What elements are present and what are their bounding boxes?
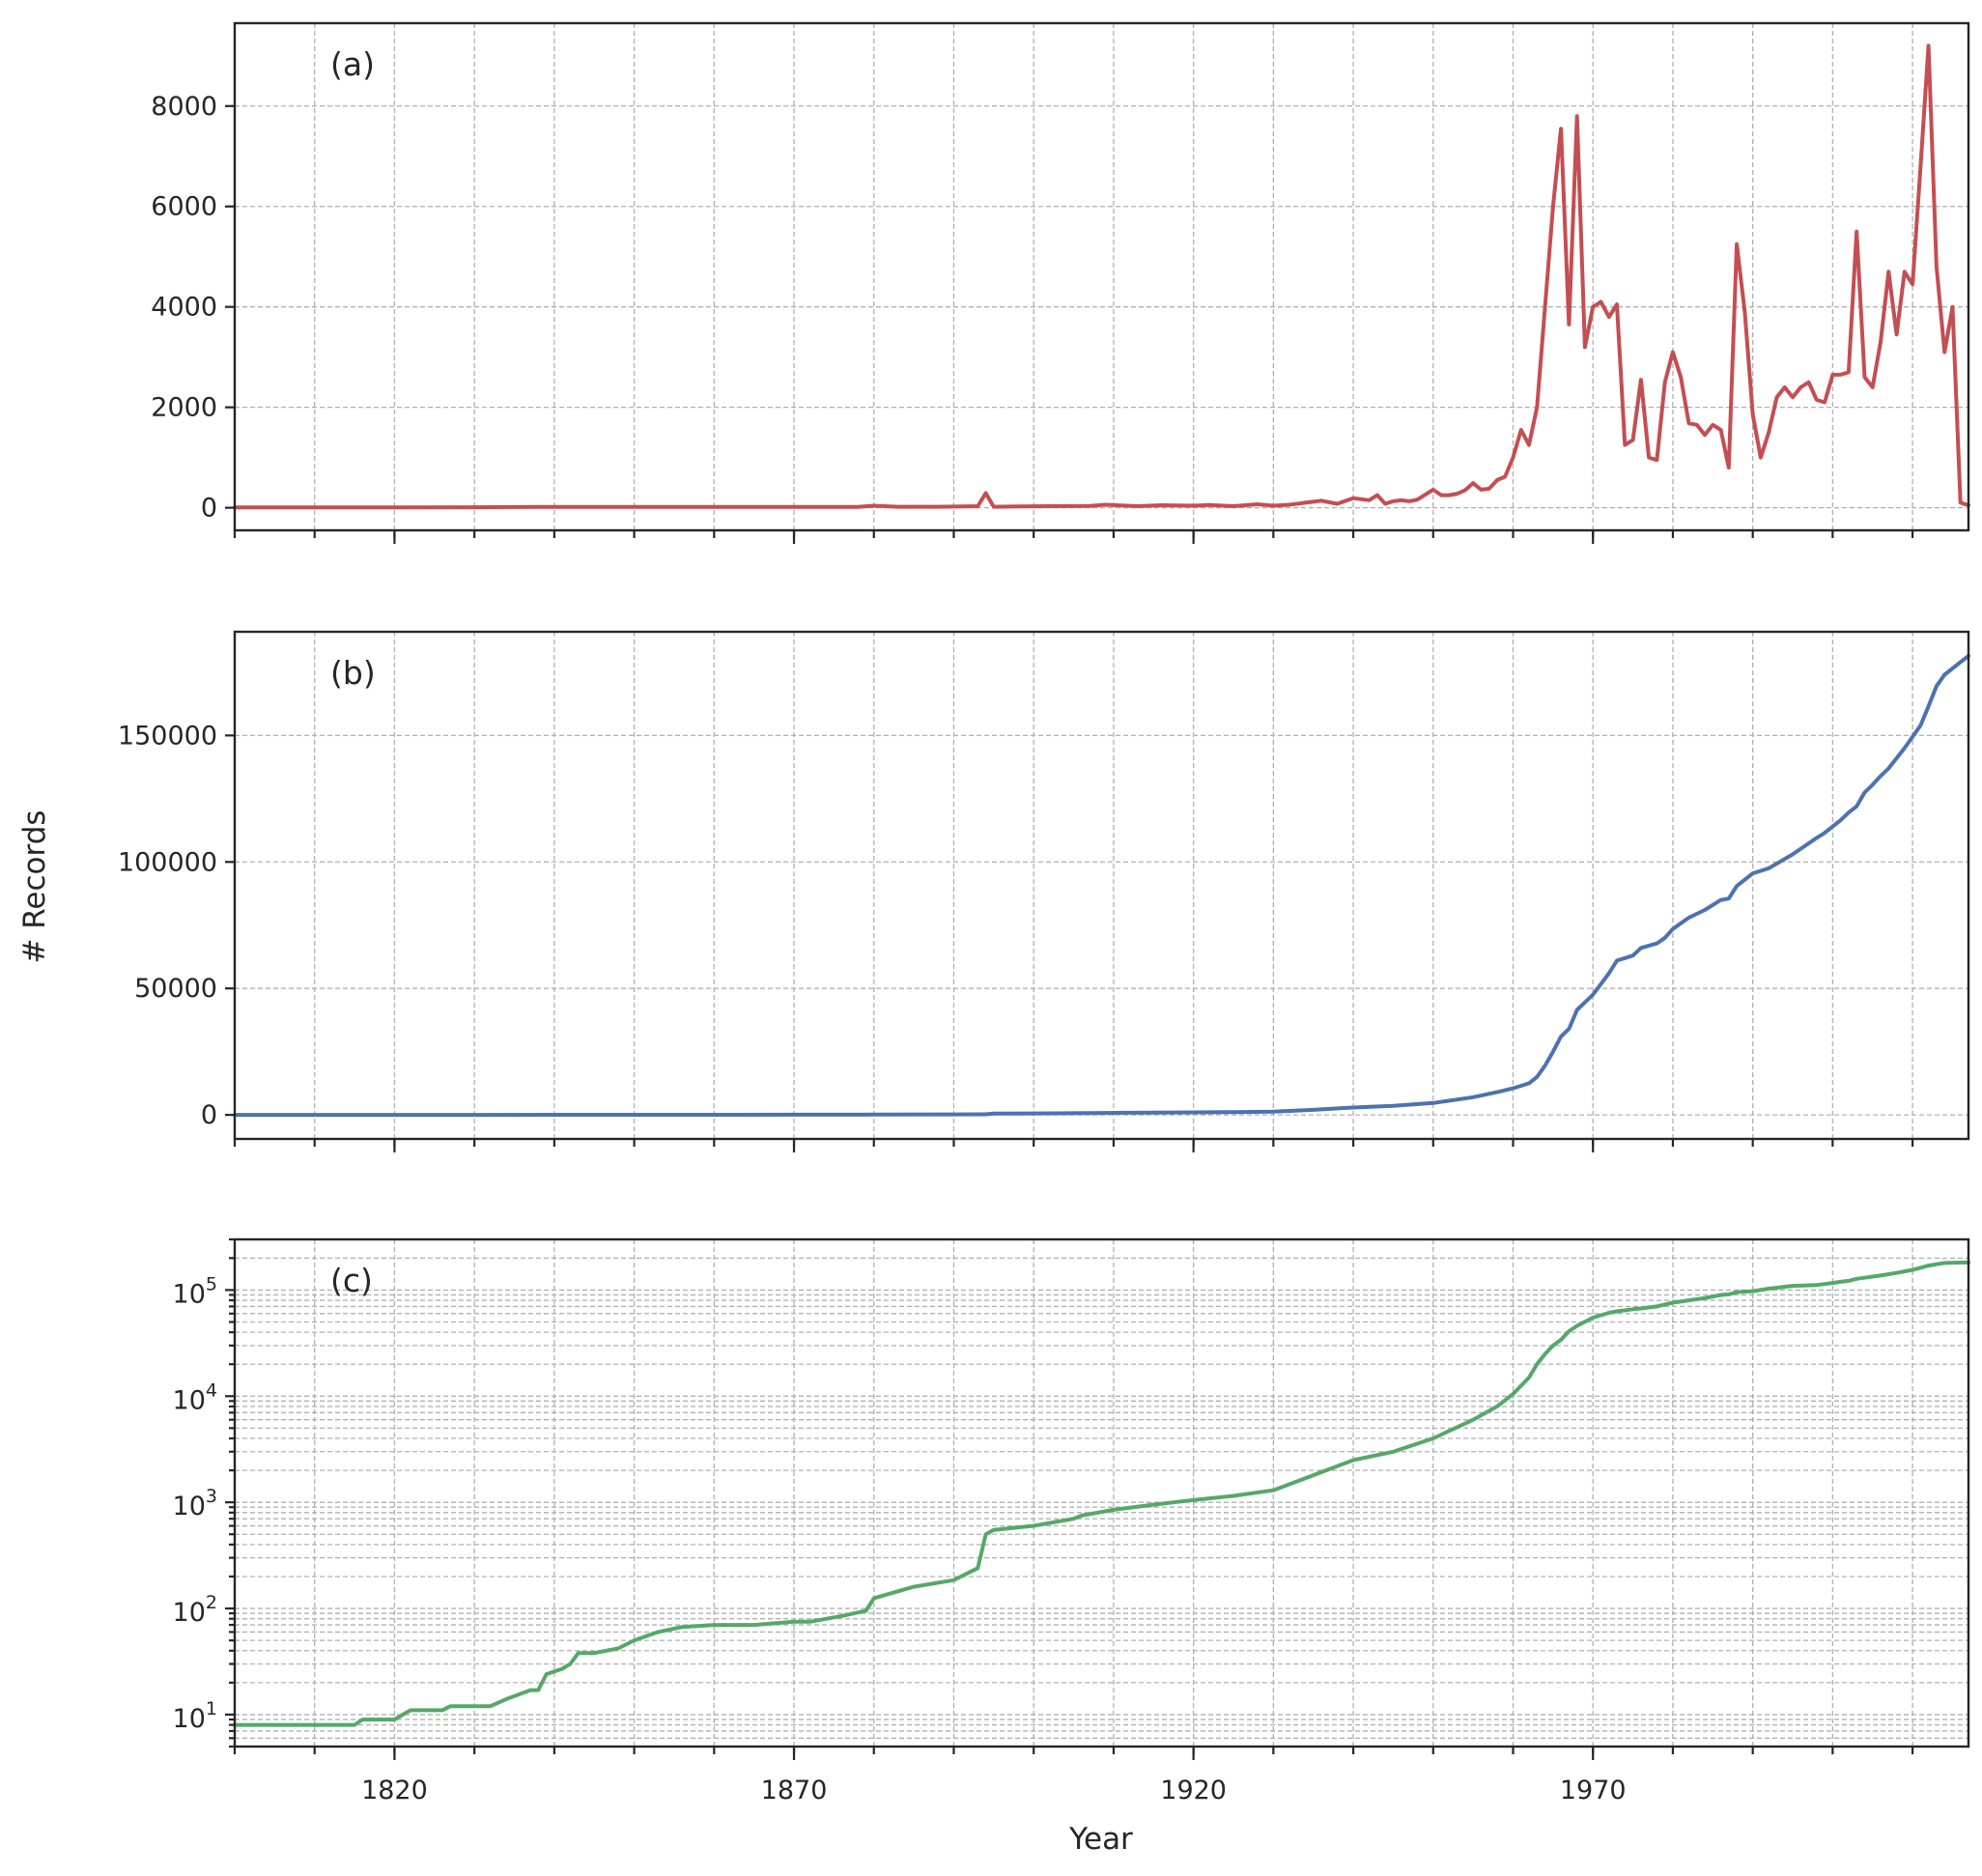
x-axis-title: Year (1068, 1822, 1133, 1857)
plot-frame (233, 630, 1970, 1141)
x-tick-label: 1870 (761, 1776, 828, 1805)
panel-label: (a) (330, 45, 375, 83)
y-tick-label-base: 10 (173, 1279, 206, 1309)
panel-label: (c) (330, 1262, 373, 1299)
plot-frame (233, 1237, 1970, 1748)
x-tick-label: 1970 (1560, 1776, 1627, 1805)
y-tick-label: 101 (173, 1698, 217, 1734)
y-tick-label: 8000 (151, 92, 217, 122)
y-tick-label: 103 (173, 1486, 217, 1521)
data-line-series (233, 653, 1970, 1118)
data-line-series (233, 43, 1970, 510)
y-tick-label-base: 10 (173, 1704, 206, 1734)
y-tick-label: 4000 (151, 293, 217, 323)
y-tick-label-base: 10 (173, 1385, 206, 1415)
y-tick-label: 2000 (151, 393, 217, 423)
plot-frame (233, 21, 1970, 532)
y-tick-label: 102 (173, 1592, 217, 1628)
y-tick-label: 105 (173, 1273, 217, 1309)
x-tick-label: 1820 (361, 1776, 428, 1805)
y-tick-label-exponent: 2 (206, 1592, 217, 1613)
y-tick-label-exponent: 3 (206, 1486, 217, 1507)
y-tick-label: 0 (201, 494, 217, 524)
y-tick-label: 104 (173, 1379, 217, 1415)
x-tick-label: 1920 (1160, 1776, 1227, 1805)
data-line-series (233, 1260, 1970, 1727)
y-tick-label-exponent: 1 (206, 1698, 217, 1720)
panel-a: 0 2000 4000 6000 8000 (a) (151, 21, 1970, 544)
y-tick-label: 150000 (118, 721, 217, 751)
panel-b: 0 50000 100000 150000 (b) (118, 630, 1970, 1152)
y-tick-label-exponent: 4 (206, 1379, 217, 1401)
y-tick-label: 100000 (118, 847, 217, 877)
panel-label: (b) (330, 654, 376, 692)
y-axis-title: # Records (17, 810, 52, 963)
y-tick-label: 6000 (151, 192, 217, 222)
y-tick-label-base: 10 (173, 1598, 206, 1628)
y-tick-label-exponent: 5 (206, 1273, 217, 1294)
y-tick-label: 50000 (134, 974, 217, 1004)
y-tick-label: 0 (201, 1100, 217, 1130)
y-tick-label-base: 10 (173, 1492, 206, 1521)
